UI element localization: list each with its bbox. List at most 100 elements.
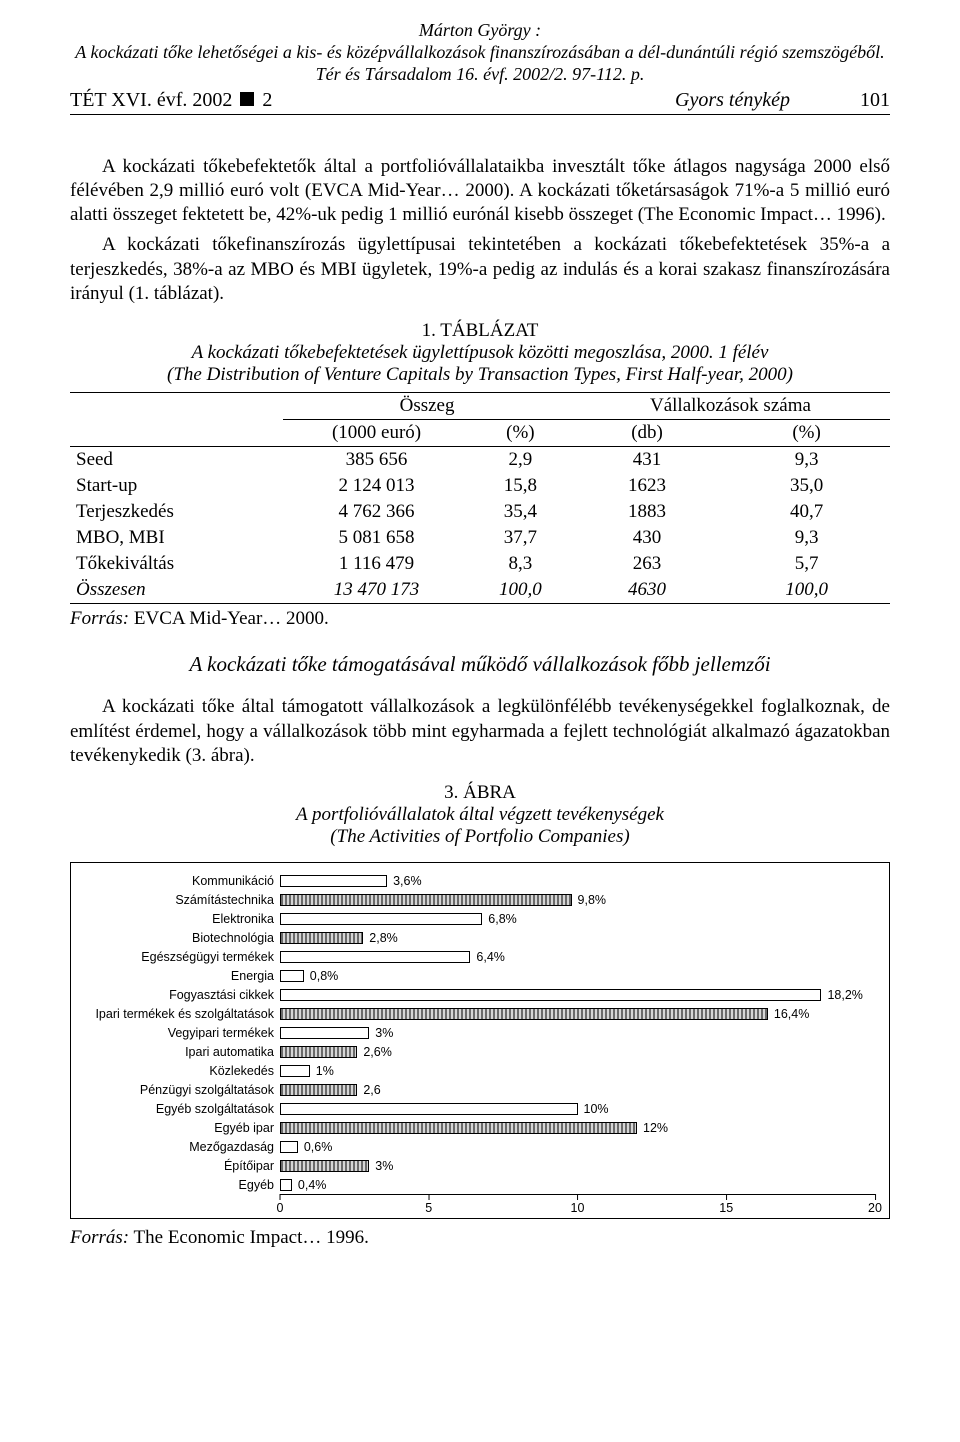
chart-bar [280, 875, 387, 887]
running-center: Gyors ténykép [272, 89, 840, 112]
chart-axis-tick: 5 [425, 1195, 432, 1215]
chart-bar-value-label: 12% [643, 1121, 668, 1135]
cell-value: 100,0 [470, 577, 571, 604]
chart-bar-row: Egyéb ipar 12% [79, 1118, 875, 1137]
chart-bar-cell: 10% [280, 1102, 875, 1116]
table1-group-header-row: Összeg Vállalkozások száma [70, 393, 890, 420]
chart-bar-row: Egészségügyi termékek6,4% [79, 947, 875, 966]
chart-bar [280, 1065, 310, 1077]
cell-value: 13 470 173 [283, 577, 470, 604]
chart-category-label: Egyéb [79, 1178, 280, 1192]
section-heading: A kockázati tőke támogatásával működő vá… [70, 652, 890, 677]
chart-bar-cell: 16,4% [280, 1007, 875, 1021]
chart-bar-value-label: 9,8% [578, 893, 607, 907]
cell-value: 1883 [571, 499, 723, 525]
chart-bar-value-label: 0,8% [310, 969, 339, 983]
source-label: Forrás: [70, 608, 129, 629]
chart-category-label: Egyéb szolgáltatások [79, 1102, 280, 1116]
chart-bar [280, 1122, 637, 1134]
chart-bar-cell: 1% [280, 1064, 875, 1078]
chart-bar-cell: 3,6% [280, 874, 875, 888]
header-journal: Tér és Társadalom 16. évf. 2002/2. 97-11… [70, 64, 890, 85]
figure3-caption-number: 3. ÁBRA [70, 782, 890, 804]
chart-category-label: Vegyipari termékek [79, 1026, 280, 1040]
chart-bar-cell: 0,8% [280, 969, 875, 983]
chart-bar-cell: 3% [280, 1159, 875, 1173]
chart-bar-cell: 2,8% [280, 931, 875, 945]
chart-bar-row: Vegyipari termékek 3% [79, 1023, 875, 1042]
chart-axis-area: 05101520 [280, 1194, 875, 1217]
chart-axis-tick-label: 0 [277, 1201, 284, 1215]
chart-category-label: Pénzügyi szolgáltatások [79, 1083, 280, 1097]
chart-category-label: Kommunikáció [79, 874, 280, 888]
chart-bar [280, 1179, 292, 1191]
cell-value: 9,3 [723, 447, 890, 474]
chart-bar-value-label: 0,6% [304, 1140, 333, 1154]
chart-bar-value-label: 3% [375, 1026, 393, 1040]
chart-axis-tick-label: 10 [571, 1201, 585, 1215]
chart-bar-value-label: 1% [316, 1064, 334, 1078]
cell-value: 35,4 [470, 499, 571, 525]
cell-value: 430 [571, 525, 723, 551]
figure3-chart: Kommunikáció 3,6% Számítástechnika 9,8% Elek… [70, 862, 890, 1219]
chart-bar-row: Fogyasztási cikkek18,2% [79, 985, 875, 1004]
chart-category-label: Számítástechnika [79, 893, 280, 907]
table1-caption-number: 1. TÁBLÁZAT [70, 320, 890, 342]
chart-bar [280, 1141, 298, 1153]
chart-bar-row: Biotechnológia2,8% [79, 928, 875, 947]
table1: Összeg Vállalkozások száma (1000 euró) (… [70, 392, 890, 604]
header-title: A kockázati tőke lehetőségei a kis- és k… [70, 41, 890, 64]
chart-bar-value-label: 16,4% [774, 1007, 809, 1021]
cell-value: 263 [571, 551, 723, 577]
chart-bar-cell: 3% [280, 1026, 875, 1040]
chart-bar-row: Elektronika6,8% [79, 909, 875, 928]
chart-bar [280, 989, 821, 1001]
chart-bar-row: Energia0,8% [79, 966, 875, 985]
chart-bar-cell: 2,6% [280, 1045, 875, 1059]
chart-bar-row: Közlekedés 1% [79, 1061, 875, 1080]
black-square-icon [240, 92, 254, 106]
chart-bar-row: Ipari termékek és szolgáltatások 16,4% [79, 1004, 875, 1023]
table-row: MBO, MBI 5 081 658 37,7 430 9,3 [70, 525, 890, 551]
chart-bar-value-label: 18,2% [827, 988, 862, 1002]
cell-value: 9,3 [723, 525, 890, 551]
chart-axis-tick-label: 5 [425, 1201, 432, 1215]
cell-label: Seed [70, 447, 283, 474]
table1-group-header-2: Vállalkozások száma [571, 393, 890, 420]
chart-bar-row: Kommunikáció 3,6% [79, 871, 875, 890]
chart-axis-tick-label: 15 [719, 1201, 733, 1215]
paragraph-1: A kockázati tőkebefektetők által a portf… [70, 155, 890, 228]
chart-bar-cell: 0,6% [280, 1140, 875, 1154]
chart-bar-cell: 12% [280, 1121, 875, 1135]
chart-axis-tick-label: 20 [868, 1201, 882, 1215]
chart-bar-value-label: 6,4% [476, 950, 505, 964]
cell-label: Start-up [70, 473, 283, 499]
chart-bar-cell: 9,8% [280, 893, 875, 907]
chart-bar-value-label: 3,6% [393, 874, 422, 888]
chart-bar-row: Ipari automatika2,6% [79, 1042, 875, 1061]
running-head: TÉT XVI. évf. 2002 2 Gyors ténykép 101 [70, 89, 890, 115]
chart-bar-row: Számítástechnika 9,8% [79, 890, 875, 909]
chart-bar [280, 970, 304, 982]
cell-value: 40,7 [723, 499, 890, 525]
chart-bar-value-label: 10% [584, 1102, 609, 1116]
table-row: Seed 385 656 2,9 431 9,3 [70, 447, 890, 474]
chart-category-label: Ipari termékek és szolgáltatások [79, 1007, 280, 1021]
table1-caption-english: (The Distribution of Venture Capitals by… [70, 364, 890, 386]
cell-value: 4630 [571, 577, 723, 604]
table1-subheader-2: (%) [470, 420, 571, 447]
chart-bar-value-label: 2,6 [363, 1083, 380, 1097]
cell-value: 385 656 [283, 447, 470, 474]
chart-category-label: Közlekedés [79, 1064, 280, 1078]
chart-bar-row: Építőipar3% [79, 1156, 875, 1175]
cell-label: Tőkekiváltás [70, 551, 283, 577]
chart-category-label: Egyéb ipar [79, 1121, 280, 1135]
cell-value: 100,0 [723, 577, 890, 604]
running-page-number: 101 [840, 89, 890, 112]
cell-value: 2,9 [470, 447, 571, 474]
cell-value: 1623 [571, 473, 723, 499]
source-text: The Economic Impact… 1996. [129, 1227, 369, 1248]
chart-bar-row: Egyéb szolgáltatások 10% [79, 1099, 875, 1118]
chart-bar-cell: 18,2% [280, 988, 875, 1002]
chart-bar-value-label: 3% [375, 1159, 393, 1173]
